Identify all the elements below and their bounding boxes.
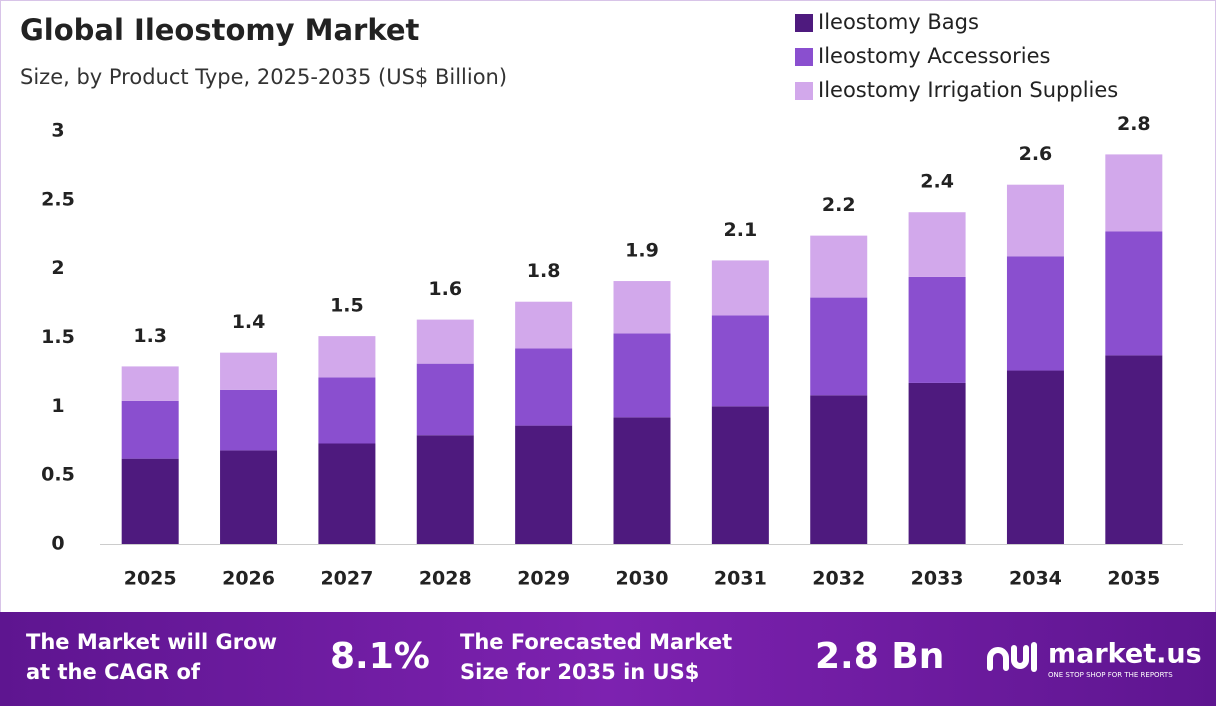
y-tick-label: 3 [51, 120, 64, 142]
bar-segment [121, 366, 179, 401]
bar-segment [416, 363, 474, 436]
bar-segment [810, 297, 868, 396]
y-tick-label: 1.5 [41, 326, 75, 348]
bar-segment [613, 333, 671, 418]
bar-segment [613, 281, 671, 334]
x-tick-label: 2030 [616, 568, 669, 590]
chart-subtitle: Size, by Product Type, 2025-2035 (US$ Bi… [20, 65, 507, 89]
bar-segment [220, 450, 278, 544]
legend-label: Ileostomy Accessories [818, 44, 1050, 68]
total-label: 2.8 [1117, 113, 1151, 135]
bar-segment [711, 260, 769, 316]
bar-segment [1006, 370, 1064, 544]
legend-swatch [795, 82, 813, 100]
x-tick-label: 2025 [124, 568, 177, 590]
total-label: 1.9 [625, 240, 659, 262]
bar-segment [810, 395, 868, 544]
bar-segment [220, 389, 278, 451]
total-label: 1.6 [428, 278, 462, 300]
y-tick-label: 0.5 [41, 464, 75, 486]
y-tick-label: 0 [51, 533, 64, 555]
footer-text: The Market will Grow [26, 630, 277, 654]
x-tick-label: 2029 [517, 568, 570, 590]
footer-text: at the CAGR of [26, 660, 201, 684]
bar-segment [121, 458, 179, 544]
total-label: 1.4 [232, 311, 266, 333]
x-tick-label: 2028 [419, 568, 472, 590]
brand: market.us [1048, 639, 1202, 670]
legend-swatch [795, 48, 813, 66]
bar-segment [121, 400, 179, 459]
footer-text: Size for 2035 in US$ [460, 660, 699, 684]
bar-segment [1105, 231, 1163, 356]
total-label: 1.5 [330, 295, 364, 317]
total-label: 2.1 [724, 219, 758, 241]
legend-label: Ileostomy Irrigation Supplies [818, 78, 1118, 102]
y-tick-label: 1 [51, 395, 64, 417]
bar-segment [515, 301, 573, 349]
bar-segment [515, 348, 573, 426]
y-tick-label: 2 [51, 257, 64, 279]
bar-segment [318, 377, 376, 444]
x-tick-label: 2026 [222, 568, 275, 590]
bar-segment [1006, 184, 1064, 257]
x-tick-label: 2031 [714, 568, 767, 590]
total-label: 1.8 [527, 260, 561, 282]
footer-text: The Forecasted Market [460, 630, 732, 654]
tagline: ONE STOP SHOP FOR THE REPORTS [1048, 671, 1173, 679]
legend-swatch [795, 14, 813, 32]
logo-icon [987, 642, 1037, 672]
bar-segment [416, 319, 474, 364]
bar-segment [318, 443, 376, 544]
bar-segment [613, 417, 671, 544]
bar-segment [908, 276, 966, 383]
bar-segment [515, 425, 573, 544]
x-tick-label: 2027 [320, 568, 373, 590]
bar-segment [318, 336, 376, 378]
bar-segment [220, 352, 278, 390]
y-tick-label: 2.5 [41, 188, 75, 210]
total-label: 2.2 [822, 194, 856, 216]
x-tick-label: 2033 [911, 568, 964, 590]
bar-segment [711, 406, 769, 544]
total-label: 2.6 [1019, 143, 1053, 165]
x-tick-label: 2034 [1009, 568, 1062, 590]
x-tick-label: 2032 [812, 568, 865, 590]
bar-segment [908, 212, 966, 277]
legend-label: Ileostomy Bags [818, 10, 979, 34]
bar-segment [1006, 256, 1064, 371]
footer-value: 2.8 Bn [815, 636, 944, 677]
x-tick-label: 2035 [1107, 568, 1160, 590]
bar-segment [416, 435, 474, 544]
chart-title: Global Ileostomy Market [20, 13, 420, 47]
bar-segment [1105, 355, 1163, 544]
bar-segment [1105, 154, 1163, 232]
total-label: 1.3 [133, 325, 167, 347]
bar-segment [711, 315, 769, 407]
total-label: 2.4 [920, 171, 954, 193]
bar-segment [810, 235, 868, 298]
bar-segment [908, 382, 966, 544]
footer-value: 8.1% [330, 636, 430, 677]
